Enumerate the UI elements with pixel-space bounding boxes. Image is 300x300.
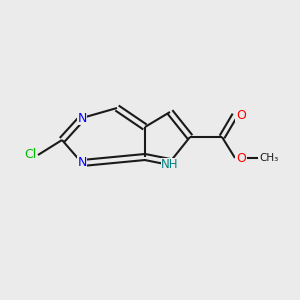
- Text: O: O: [236, 109, 246, 122]
- Text: CH₃: CH₃: [259, 153, 278, 163]
- Text: NH: NH: [161, 158, 179, 172]
- Text: N: N: [77, 157, 87, 169]
- Text: N: N: [77, 112, 87, 124]
- Text: O: O: [236, 152, 246, 164]
- Text: Cl: Cl: [24, 148, 37, 161]
